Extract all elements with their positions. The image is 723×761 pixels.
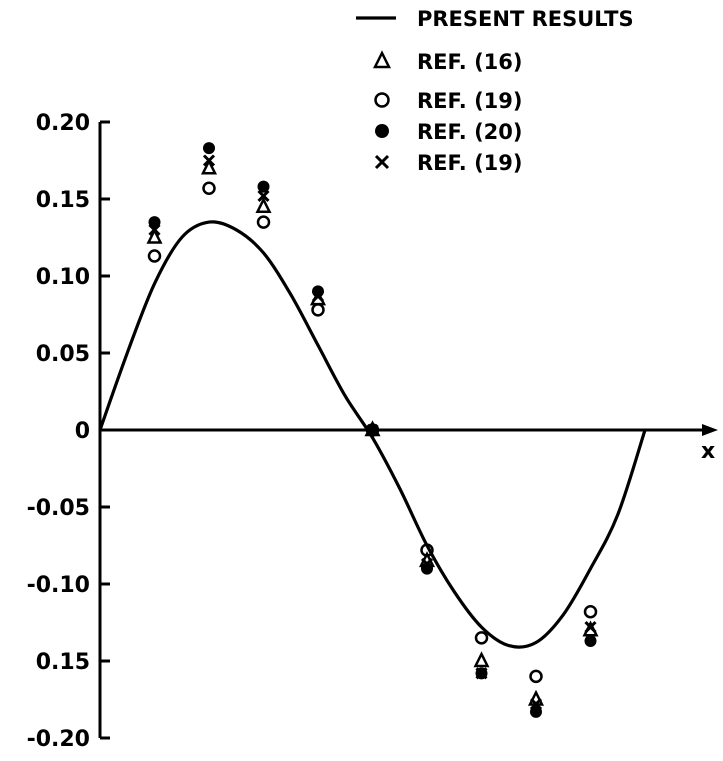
legend: PRESENT RESULTS REF. (16) REF. (19) REF. (2… [356, 7, 634, 175]
present-results-curve [98, 220, 647, 649]
legend-label: REF. (20) [417, 120, 522, 144]
data-point-circle-open [202, 181, 216, 195]
legend-label: PRESENT RESULTS [417, 7, 634, 31]
y-tick-label: 0.20 [36, 111, 90, 136]
legend-label: REF. (16) [417, 50, 522, 74]
marker-layer [146, 142, 599, 718]
y-tick-label: -0.20 [27, 727, 90, 752]
data-point-x [257, 189, 270, 202]
x-axis-arrowhead [702, 424, 718, 436]
data-point-triangle [473, 651, 490, 668]
data-point-circle-open [147, 249, 162, 263]
data-point-circle-open [474, 631, 489, 645]
y-tick-label: 0.10 [36, 265, 90, 290]
y-tick-label: 0.15 [36, 188, 90, 213]
y-tick-label: -0.05 [27, 496, 90, 521]
x-axis-label: x [701, 439, 715, 464]
data-point-triangle [200, 158, 218, 175]
data-point-x [584, 621, 597, 634]
y-tick-label: 0.15 [36, 650, 90, 675]
data-point-x [148, 223, 161, 236]
data-point-x [202, 154, 216, 167]
legend-label: REF. (19) [417, 89, 522, 113]
data-point-circle-filled [203, 142, 215, 155]
legend-marker-circle-filled [375, 124, 389, 138]
legend-marker-triangle [372, 50, 392, 69]
data-point-x [311, 289, 325, 303]
curve-layer [98, 220, 647, 649]
data-point-triangle [255, 196, 272, 213]
data-point-x [420, 557, 434, 571]
data-point-circle-open [583, 604, 598, 619]
data-point-circle-open [256, 215, 271, 229]
legend-marker-x [374, 154, 390, 170]
y-tick-label: -0.10 [27, 573, 90, 598]
legend-marker-circle-open [374, 92, 390, 108]
data-point-x [475, 667, 488, 680]
data-point-circle-filled [257, 180, 270, 193]
y-axis-ticks: 0.20 0.15 0.10 0.05 0 -0.05 -0.10 0.15 -0.20 [27, 111, 110, 752]
y-tick-label: 0.05 [36, 342, 90, 367]
y-tick-label: 0 [75, 419, 90, 444]
legend-label: REF. (19) [417, 151, 522, 175]
data-point-x [529, 698, 543, 711]
data-point-triangle [146, 227, 163, 244]
axes: x [98, 122, 718, 738]
data-point-circle-open [529, 669, 543, 684]
data-point-x [366, 423, 379, 437]
data-point-circle-filled [584, 634, 597, 647]
data-point-circle-open [420, 543, 434, 557]
data-point-circle-open [311, 303, 325, 317]
